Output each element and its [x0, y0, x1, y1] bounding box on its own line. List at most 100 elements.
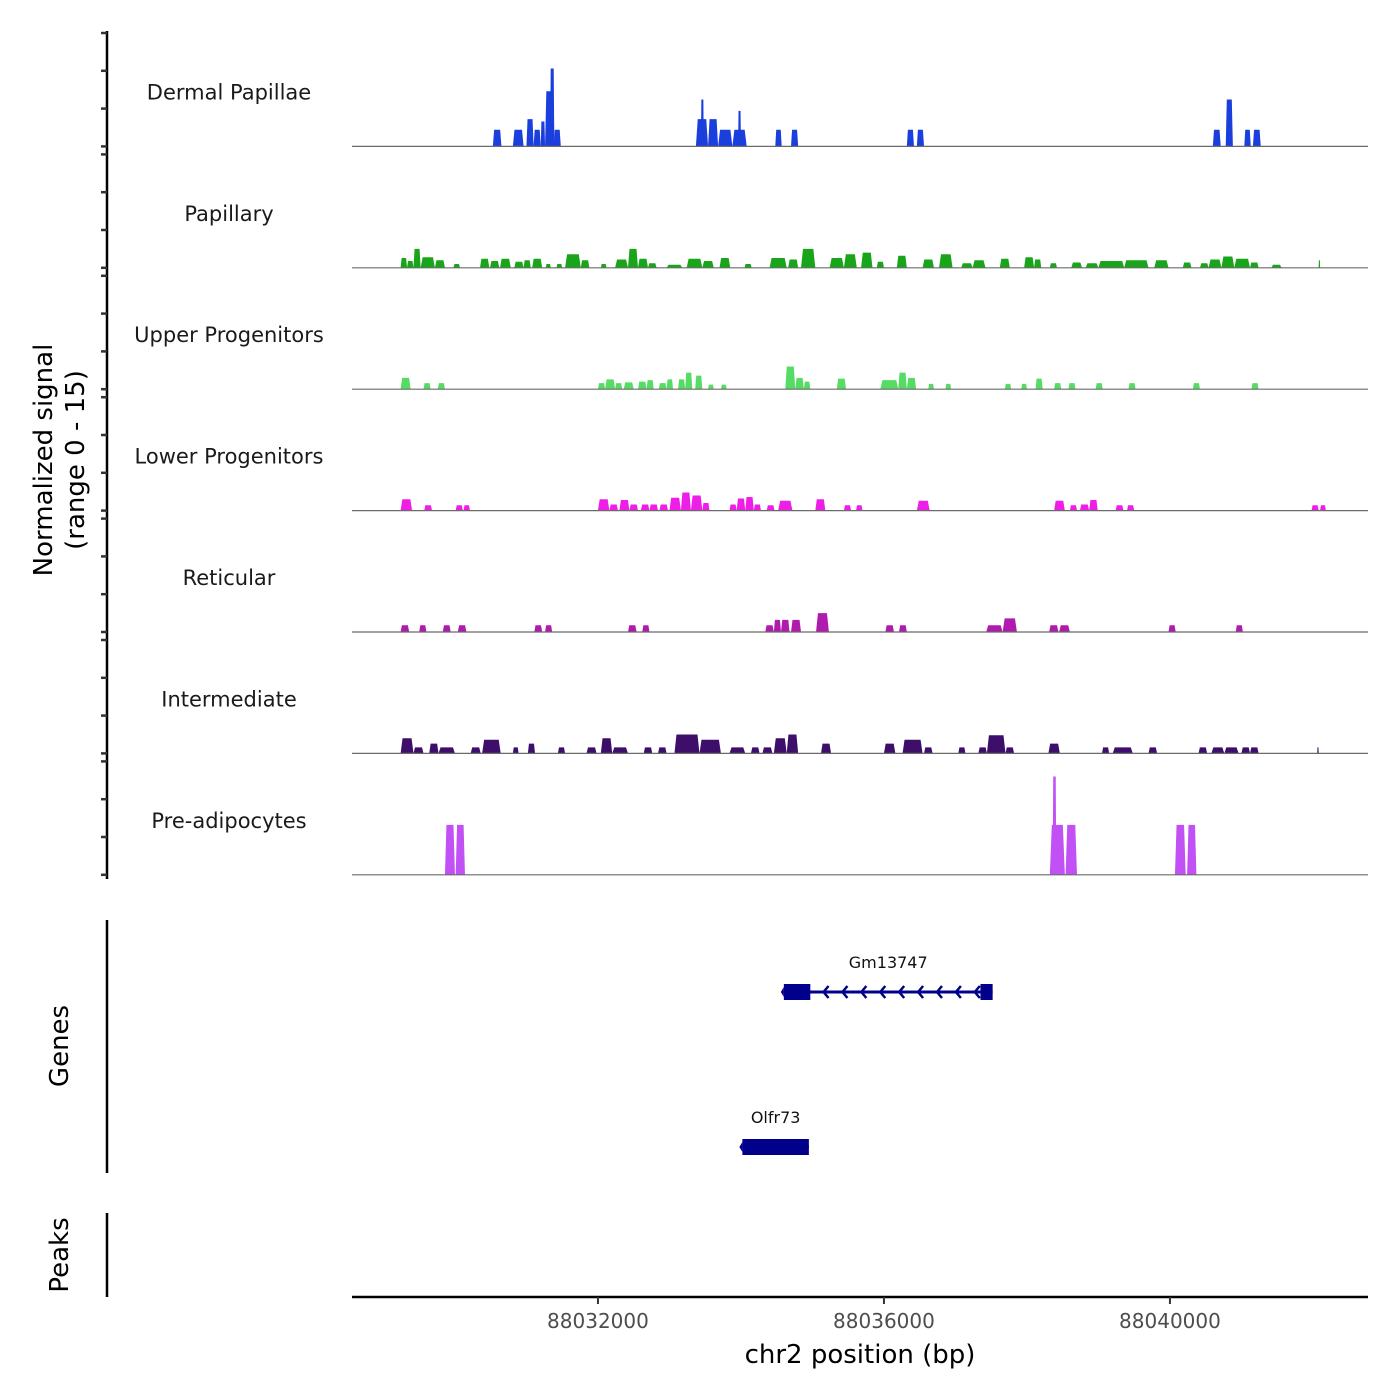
- signal-peak: [545, 625, 553, 632]
- signal-peak: [1068, 383, 1076, 390]
- signal-peak: [1318, 260, 1321, 268]
- signal-peak: [785, 366, 796, 390]
- signal-peak: [413, 747, 424, 754]
- signal-peak: [816, 613, 829, 632]
- signal-peak: [453, 264, 460, 268]
- signal-peak: [434, 260, 445, 268]
- signal-peak: [532, 258, 543, 268]
- signal-y-axis-ticks: [101, 31, 107, 877]
- signal-peak: [791, 129, 799, 147]
- signal-peak: [565, 254, 581, 268]
- signal-peak: [1085, 263, 1099, 268]
- strand-arrow-icon: [821, 985, 830, 999]
- signal-peak: [1271, 264, 1282, 268]
- y-axis-title-line2: (range 0 - 15): [61, 370, 91, 550]
- signal-peak: [906, 377, 917, 390]
- signal-peak: [1098, 260, 1125, 268]
- signal-peak: [876, 261, 884, 268]
- signal-peak: [769, 257, 787, 268]
- signal-peak: [429, 743, 439, 754]
- signal-peak: [637, 258, 649, 268]
- signal-peak: [766, 505, 775, 511]
- signal-peak: [442, 625, 451, 632]
- signal-peak: [669, 497, 681, 511]
- signal-peak: [600, 264, 607, 268]
- genes-panel-label: Genes: [45, 1005, 75, 1087]
- signal-peak: [1235, 625, 1243, 632]
- signal-peak: [482, 739, 501, 754]
- signal-peak: [922, 259, 935, 268]
- signal-peak: [500, 258, 511, 268]
- signal-peak: [580, 260, 590, 268]
- signal-peak: [526, 119, 534, 147]
- signal-peak: [1311, 505, 1319, 511]
- signal-peak: [1004, 383, 1012, 390]
- gene-label: Olfr73: [751, 1108, 801, 1127]
- signal-peak: [527, 743, 536, 754]
- x-tick-label: 88032000: [547, 1309, 649, 1333]
- signal-peak: [455, 824, 465, 875]
- signal-peak: [861, 252, 873, 268]
- signal-peak: [736, 498, 746, 511]
- signal-peak: [615, 383, 623, 390]
- signal-peak: [623, 382, 634, 390]
- signal-peak: [438, 747, 455, 754]
- signal-peak: [550, 68, 555, 147]
- signal-peak: [843, 505, 852, 511]
- signal-peak: [643, 747, 653, 754]
- signal-peak: [1212, 129, 1221, 147]
- signal-peak: [745, 496, 754, 511]
- signal-peak: [400, 625, 410, 632]
- signal-peak: [765, 625, 774, 632]
- signal-peak: [702, 503, 710, 511]
- peaks-panel-label: Peaks: [45, 1217, 75, 1292]
- strand-arrow-icon: [916, 985, 925, 999]
- signal-peak: [1317, 747, 1319, 754]
- signal-peak: [1252, 129, 1261, 147]
- gene-olfr73: Olfr73: [739, 1108, 809, 1155]
- signal-peak: [553, 129, 561, 147]
- signal-peak: [1224, 747, 1239, 754]
- signal-peak: [775, 129, 782, 147]
- signal-peak: [986, 735, 1006, 754]
- signal-peak: [533, 129, 541, 147]
- signal-peak: [978, 747, 987, 754]
- signal-peak: [801, 248, 816, 268]
- signal-peak: [795, 377, 804, 390]
- signal-peak: [1244, 129, 1251, 147]
- signal-peak: [540, 121, 546, 147]
- signal-peak: [648, 263, 657, 268]
- signal-peak: [1198, 747, 1208, 754]
- x-axis-title: chr2 position (bp): [745, 1340, 976, 1370]
- signal-peak: [961, 263, 973, 268]
- signal-peak: [791, 619, 802, 632]
- signal-peak: [674, 734, 700, 754]
- signal-peak: [534, 625, 543, 632]
- signal-peak: [729, 504, 737, 511]
- signal-peak: [523, 260, 531, 268]
- signal-peak: [1115, 505, 1124, 511]
- signal-peak: [836, 378, 847, 390]
- signal-peak: [646, 380, 654, 390]
- signal-peak: [557, 747, 566, 754]
- signal-peak: [729, 747, 746, 754]
- gene-label: Gm13747: [849, 953, 928, 972]
- strand-arrow-icon: [878, 985, 887, 999]
- signal-peak: [1250, 262, 1259, 268]
- signal-peak: [1048, 743, 1060, 754]
- signal-peak: [597, 383, 606, 390]
- signal-peak: [762, 747, 773, 754]
- signal-peak: [1089, 500, 1098, 511]
- signal-peak: [512, 129, 524, 147]
- signal-peak: [1241, 747, 1251, 754]
- signal-peak: [902, 739, 923, 754]
- signal-peak: [1124, 260, 1149, 268]
- signal-peak: [658, 383, 667, 390]
- signal-tracks: Dermal Papillae Papillary Upper Progenitor…: [134, 68, 1368, 876]
- signal-peak: [1225, 99, 1233, 147]
- signal-peak: [1049, 625, 1059, 632]
- signal-peak: [972, 260, 986, 268]
- signal-peak: [420, 257, 435, 268]
- signal-peak: [780, 619, 790, 632]
